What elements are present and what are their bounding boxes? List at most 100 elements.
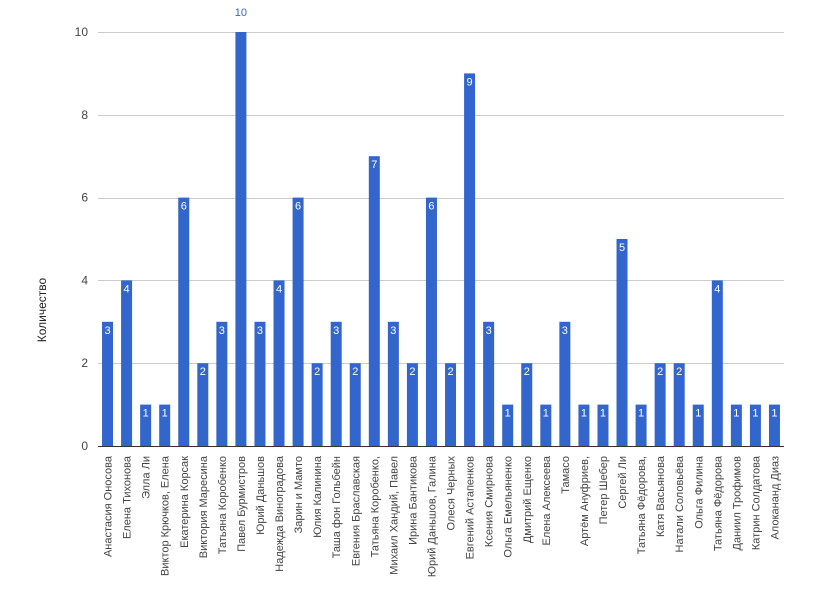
x-category-label: Тамасо	[560, 456, 572, 494]
bar	[464, 73, 476, 447]
bar	[654, 363, 666, 446]
bar	[159, 404, 171, 446]
x-category-label: Виктория Маресина	[198, 455, 210, 558]
y-axis-title: Количество	[35, 277, 49, 342]
bar-value-label: 1	[143, 408, 149, 420]
bar	[502, 404, 514, 446]
bar-value-label: 2	[524, 366, 530, 378]
bar	[635, 404, 647, 446]
x-category-label: Ирина Бантикова	[407, 455, 419, 545]
bar	[445, 363, 457, 446]
bar	[692, 404, 704, 446]
bar-value-label: 10	[235, 7, 247, 19]
x-category-label: Зарин и Мамто	[293, 456, 305, 533]
bar-value-label: 2	[676, 366, 682, 378]
bar-value-label: 3	[257, 325, 263, 337]
bar-value-label: 1	[638, 408, 644, 420]
bar-value-label: 2	[409, 366, 415, 378]
bar	[540, 404, 552, 446]
x-category-label: Катя Васьянова	[655, 455, 667, 537]
bar	[578, 404, 590, 446]
x-category-label: Алокананд Диаз	[769, 456, 781, 540]
x-category-label: Ольга Емельяненко	[503, 456, 515, 558]
bar	[406, 363, 418, 446]
bar	[597, 404, 609, 446]
x-category-label: Олеся Черных	[446, 456, 458, 531]
bar	[330, 321, 342, 446]
bar-value-label: 1	[505, 408, 511, 420]
x-category-label: Павел Бурмистров	[236, 456, 248, 552]
bar	[273, 280, 285, 446]
x-category-label: Виктор Крючков, Елена	[160, 455, 172, 576]
x-category-label: Евгений Астапенков	[465, 456, 477, 560]
bar-value-label: 2	[447, 366, 453, 378]
bar	[254, 321, 266, 446]
bar-value-label: 1	[543, 408, 549, 420]
bar-value-label: 3	[486, 325, 492, 337]
x-category-label: Юрий Даньшов, Галина	[426, 455, 438, 577]
x-category-label: Катрин Солдатова	[750, 455, 762, 550]
x-category-label: Даниил Трофимов	[731, 456, 743, 551]
bar-value-label: 3	[333, 325, 339, 337]
bar-value-label: 1	[752, 408, 758, 420]
bar-value-label: 9	[467, 76, 473, 88]
bar	[197, 363, 209, 446]
x-category-label: Дмитрий Ещенко	[522, 456, 534, 543]
x-category-label: Надежда Виноградова	[274, 455, 286, 572]
bar	[216, 321, 228, 446]
bar-value-label: 2	[200, 366, 206, 378]
x-category-label: Михаил Хандий, Павел	[388, 456, 400, 575]
bar-value-label: 3	[219, 325, 225, 337]
bars	[102, 32, 780, 447]
y-axis-ticks: 0 2 4 6 8 10	[75, 25, 89, 453]
bar	[483, 321, 495, 446]
y-tick-label: 2	[81, 356, 88, 370]
bar	[711, 280, 723, 446]
y-tick-label: 4	[81, 273, 88, 287]
bar-value-label: 3	[390, 325, 396, 337]
bar	[178, 197, 190, 446]
bar-value-label: 4	[276, 283, 282, 295]
bar	[235, 32, 247, 446]
x-category-label: Юрий Даньшов	[255, 456, 267, 535]
bar	[121, 280, 133, 446]
bar	[349, 363, 361, 446]
x-category-label: Ксения Смирнова	[484, 455, 496, 547]
x-category-label: Артём Ануфриев,	[579, 456, 591, 546]
x-category-label: Татьяна Коробенко	[217, 456, 229, 554]
x-category-label: Элла Ли	[141, 456, 153, 499]
x-category-label: Татьяна Фёдорова,	[636, 456, 648, 554]
x-category-label: Евгения Браславская	[350, 456, 362, 566]
bar-value-label: 1	[733, 408, 739, 420]
x-category-label: Ольга Филина	[693, 455, 705, 529]
bar-value-label: 6	[428, 201, 434, 213]
bar-value-label: 2	[352, 366, 358, 378]
bar	[368, 156, 380, 446]
x-category-label: Елена Тихонова	[122, 455, 134, 539]
bar-value-labels: 3 4 1 1 6 2 3 10 3 4 6 2 3 2 7 3 2 6 2 9 3 1 2 1 3 1 1 5 1 2 2 1 4 1 1 1	[104, 7, 777, 420]
gridlines	[98, 32, 784, 364]
x-category-label: Елена Алексеева	[541, 455, 553, 545]
x-category-label: Татьяна Коробенко,	[369, 456, 381, 557]
bar-value-label: 1	[771, 408, 777, 420]
bar	[730, 404, 742, 446]
bar-value-label: 2	[657, 366, 663, 378]
x-category-label: Екатерина Корсак	[179, 456, 191, 548]
bar	[140, 404, 152, 446]
bar-value-label: 3	[104, 325, 110, 337]
bar	[616, 239, 628, 446]
bar	[559, 321, 571, 446]
bar	[311, 363, 323, 446]
bar	[768, 404, 780, 446]
bar	[521, 363, 533, 446]
bar-value-label: 3	[562, 325, 568, 337]
x-category-label: Петер Шебер	[598, 456, 610, 524]
bar	[102, 321, 114, 446]
x-category-label: Натали Соловьёва	[674, 455, 686, 552]
bar-value-label: 6	[181, 201, 187, 213]
bar	[425, 197, 437, 446]
y-tick-label: 8	[81, 108, 88, 122]
x-category-label: Анастасия Оносова	[103, 455, 115, 557]
bar	[749, 404, 761, 446]
bar-value-label: 1	[162, 408, 168, 420]
